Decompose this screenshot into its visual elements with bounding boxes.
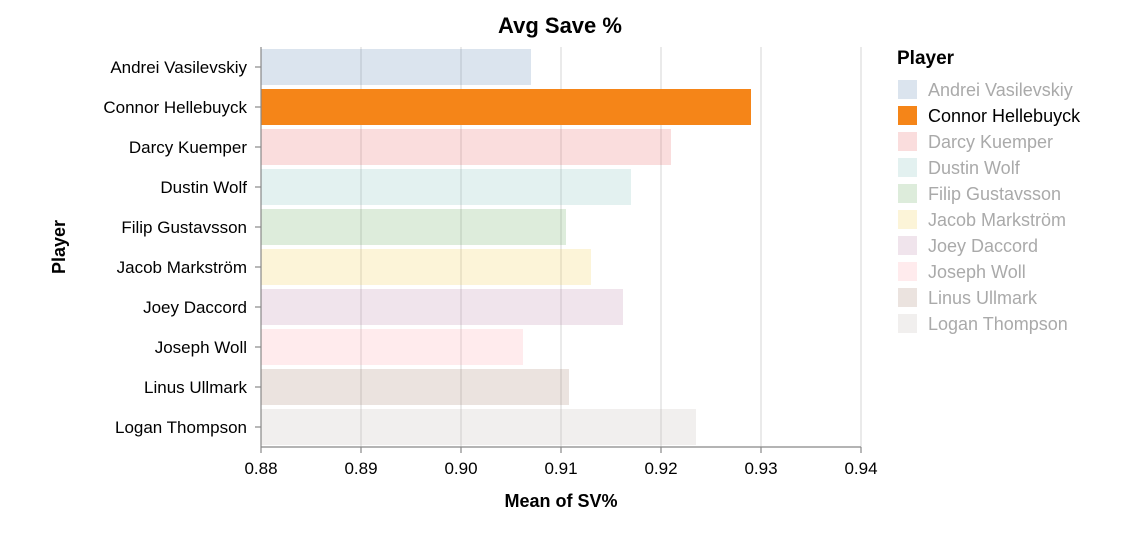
legend-swatch bbox=[898, 106, 917, 125]
x-tick-label: 0.88 bbox=[244, 459, 277, 478]
legend-label: Connor Hellebuyck bbox=[928, 106, 1081, 126]
y-tick-label: Jacob Markström bbox=[117, 258, 247, 277]
y-axis-ticks: Andrei Vasilevskiy Connor Hellebuyck Darcy… bbox=[103, 58, 261, 437]
legend-swatch bbox=[898, 262, 917, 281]
bar bbox=[261, 129, 671, 165]
legend-label: Darcy Kuemper bbox=[928, 132, 1053, 152]
legend: Player Andrei Vasilevskiy Connor Hellebuy… bbox=[897, 48, 1081, 334]
y-tick-label: Darcy Kuemper bbox=[129, 138, 247, 157]
legend-label: Linus Ullmark bbox=[928, 288, 1038, 308]
bar bbox=[261, 49, 531, 85]
legend-label: Joey Daccord bbox=[928, 236, 1038, 256]
legend-label: Dustin Wolf bbox=[928, 158, 1021, 178]
y-tick-label: Linus Ullmark bbox=[144, 378, 247, 397]
x-tick-label: 0.92 bbox=[644, 459, 677, 478]
x-tick-label: 0.91 bbox=[544, 459, 577, 478]
legend-swatch bbox=[898, 314, 917, 333]
bar bbox=[261, 369, 569, 405]
y-axis-title: Player bbox=[49, 220, 69, 274]
legend-swatch bbox=[898, 236, 917, 255]
legend-items: Andrei Vasilevskiy Connor Hellebuyck Darcy… bbox=[898, 80, 1081, 334]
legend-title: Player bbox=[897, 48, 955, 69]
bar bbox=[261, 209, 566, 245]
bar bbox=[261, 329, 523, 365]
legend-swatch bbox=[898, 210, 917, 229]
bar bbox=[261, 89, 751, 125]
legend-swatch bbox=[898, 184, 917, 203]
y-tick-label: Logan Thompson bbox=[115, 418, 247, 437]
bar bbox=[261, 289, 623, 325]
bar bbox=[261, 169, 631, 205]
x-axis-ticks: 0.88 0.89 0.90 0.91 0.92 0.93 0.94 bbox=[244, 447, 878, 478]
legend-label: Joseph Woll bbox=[928, 262, 1026, 282]
y-tick-label: Andrei Vasilevskiy bbox=[110, 58, 247, 77]
y-tick-label: Filip Gustavsson bbox=[121, 218, 247, 237]
x-tick-label: 0.94 bbox=[844, 459, 877, 478]
legend-label: Logan Thompson bbox=[928, 314, 1068, 334]
legend-swatch bbox=[898, 158, 917, 177]
legend-swatch bbox=[898, 288, 917, 307]
legend-label: Andrei Vasilevskiy bbox=[928, 80, 1073, 100]
x-tick-label: 0.90 bbox=[444, 459, 477, 478]
y-tick-label: Joseph Woll bbox=[155, 338, 247, 357]
legend-label: Filip Gustavsson bbox=[928, 184, 1061, 204]
y-tick-label: Dustin Wolf bbox=[160, 178, 247, 197]
bar bbox=[261, 249, 591, 285]
x-axis-title: Mean of SV% bbox=[504, 491, 617, 511]
bar bbox=[261, 409, 696, 445]
y-tick-label: Joey Daccord bbox=[143, 298, 247, 317]
y-tick-label: Connor Hellebuyck bbox=[103, 98, 247, 117]
legend-label: Jacob Markström bbox=[928, 210, 1066, 230]
chart-title: Avg Save % bbox=[498, 13, 622, 38]
legend-swatch bbox=[898, 80, 917, 99]
x-tick-label: 0.89 bbox=[344, 459, 377, 478]
legend-swatch bbox=[898, 132, 917, 151]
x-tick-label: 0.93 bbox=[744, 459, 777, 478]
bars bbox=[261, 49, 751, 445]
